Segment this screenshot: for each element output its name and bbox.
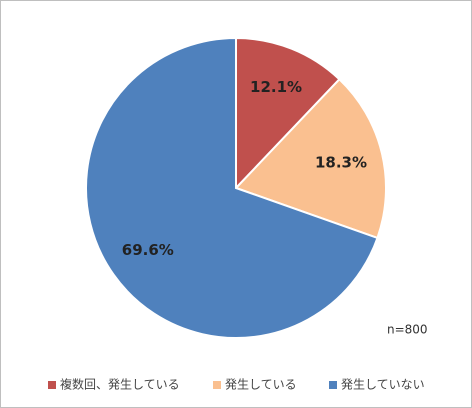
legend-label: 発生している xyxy=(225,378,297,392)
legend-swatch xyxy=(48,381,56,389)
pie-slice xyxy=(235,36,341,191)
legend-label: 複数回、発生している xyxy=(60,377,180,392)
pie-slice xyxy=(85,36,379,339)
legend-swatch xyxy=(213,381,221,389)
legend-swatch xyxy=(329,381,337,389)
pie-slice xyxy=(234,77,387,240)
data-label: 12.1% xyxy=(250,78,302,96)
sample-size-note: n=800 xyxy=(387,323,428,337)
data-label: 69.6% xyxy=(122,241,174,259)
legend-label: 発生していない xyxy=(341,378,425,392)
data-label: 18.3% xyxy=(315,153,367,171)
